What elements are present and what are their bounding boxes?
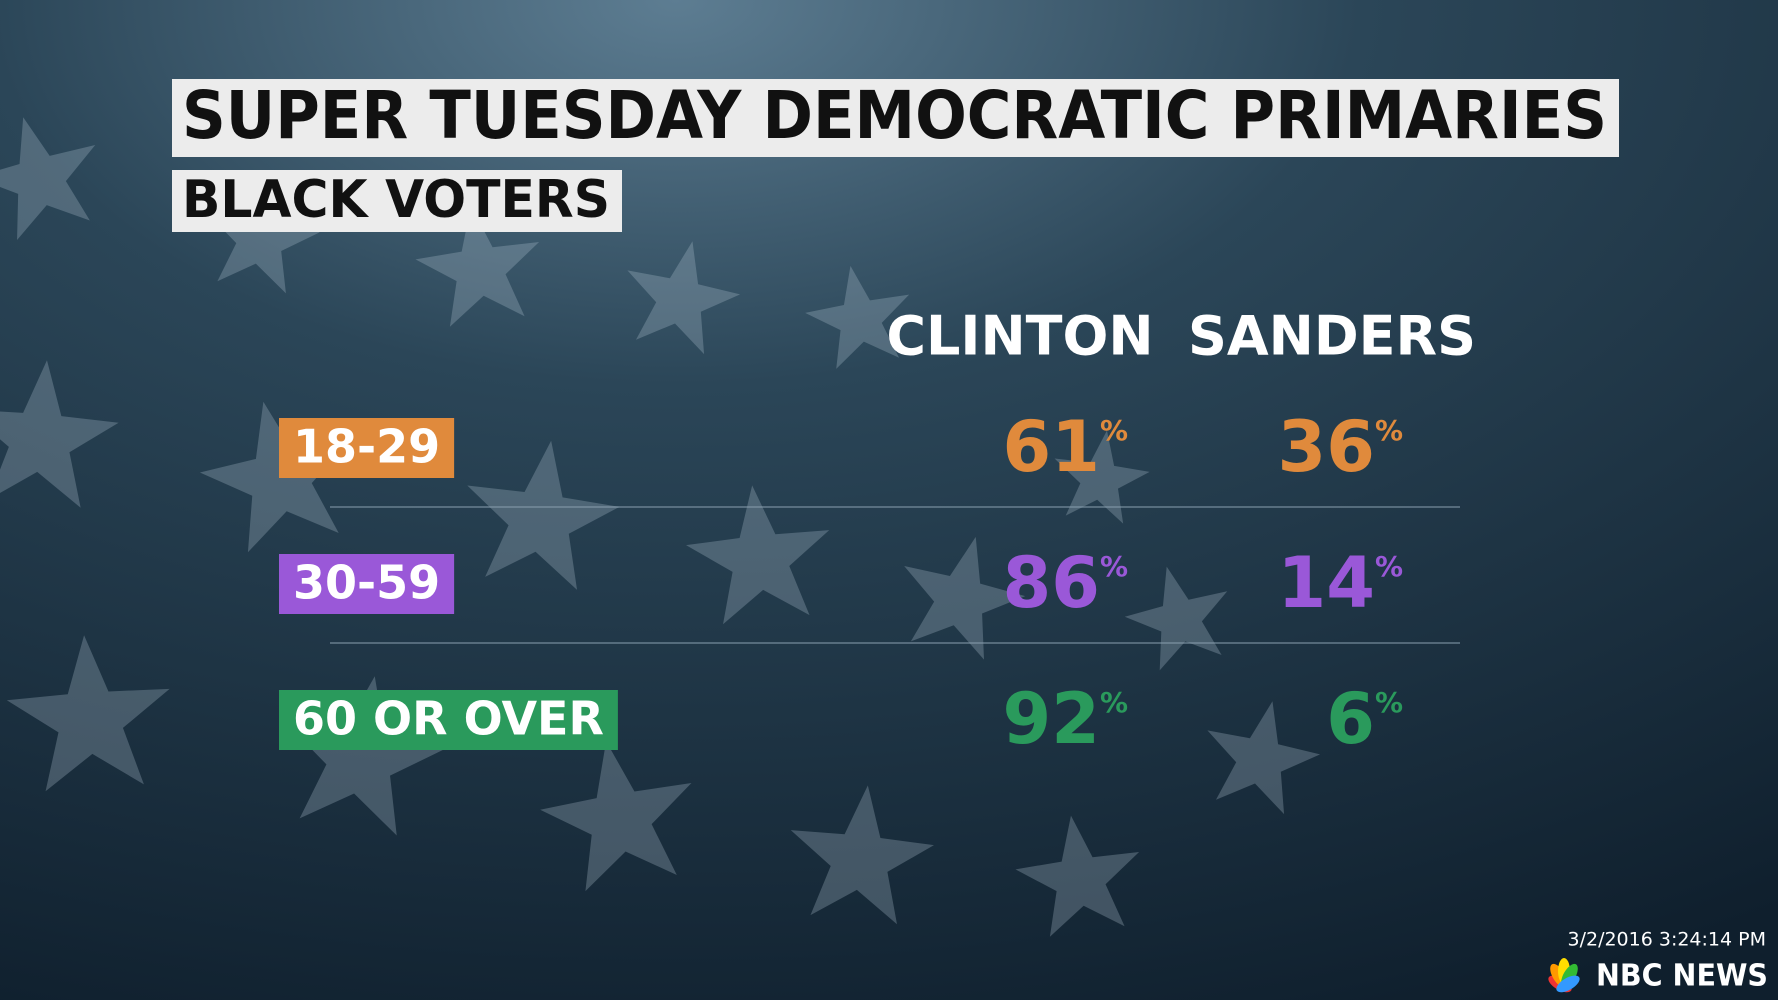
- row-label: 30-59: [293, 556, 440, 610]
- cell-value: 61%: [1003, 406, 1128, 488]
- subtitle: BLACK VOTERS: [182, 170, 610, 230]
- cell-value: 6%: [1326, 678, 1403, 760]
- timestamp: 3/2/2016 3:24:14 PM: [1567, 929, 1766, 951]
- cell-value: 14%: [1278, 542, 1403, 624]
- title: SUPER TUESDAY DEMOCRATIC PRIMARIES: [182, 77, 1607, 154]
- row-label-box: [279, 690, 618, 750]
- row-label-box: [279, 418, 455, 478]
- row-label-box: [279, 554, 455, 614]
- cell-value: 86%: [1003, 542, 1128, 624]
- column-header: SANDERS: [1188, 305, 1476, 368]
- row-label: 18-29: [293, 420, 440, 474]
- table: CLINTON SANDERS 18-29 61% 36% 30-59 86% 14% 60 O…: [279, 305, 1476, 760]
- subtitle-box: [172, 170, 622, 232]
- row-label: 60 OR OVER: [293, 692, 604, 746]
- cell-value: 36%: [1278, 406, 1403, 488]
- column-header: CLINTON: [886, 305, 1153, 368]
- peacock-icon: [1548, 958, 1580, 993]
- logo: NBC NEWS: [1596, 959, 1768, 994]
- title-box: [172, 79, 1619, 157]
- cell-value: 92%: [1003, 678, 1128, 760]
